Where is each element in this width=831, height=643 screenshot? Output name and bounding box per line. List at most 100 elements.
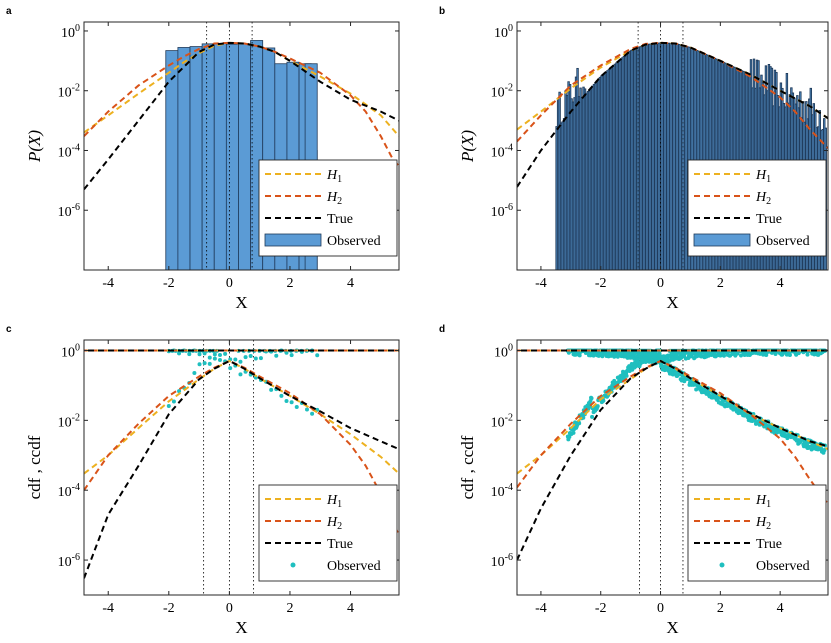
legend-label: H2 — [326, 515, 342, 532]
observed-point — [207, 361, 212, 366]
observed-point — [624, 373, 629, 378]
y-tick-label: 10-6 — [491, 552, 513, 570]
y-tick-label-exponent: -2 — [72, 83, 80, 94]
y-tick-label-exponent: -2 — [505, 83, 513, 94]
legend-box — [687, 484, 827, 582]
y-tick-label-base: 10 — [491, 86, 505, 101]
observed-point — [212, 356, 217, 361]
legend-swatch-observed — [290, 562, 296, 568]
observed-point — [643, 359, 648, 364]
y-tick-label-base: 10 — [491, 415, 505, 430]
observed-point — [667, 358, 672, 363]
y-tick-label-base: 10 — [494, 26, 508, 41]
observed-point — [304, 407, 309, 412]
x-tick-label: -2 — [163, 276, 175, 291]
observed-point — [581, 415, 586, 420]
legend-swatch-observed — [719, 562, 725, 568]
y-tick-label: 10-4 — [491, 482, 513, 500]
y-tick-label-exponent: -6 — [505, 552, 513, 563]
y-tick-label-exponent: 0 — [75, 342, 80, 353]
y-tick-label-exponent: 0 — [508, 342, 513, 353]
legend-label: H2 — [326, 190, 342, 207]
x-tick-label: 0 — [226, 601, 233, 616]
y-tick-label-base: 10 — [491, 485, 505, 500]
series-line-true — [84, 41, 399, 190]
y-tick-label-base: 10 — [58, 205, 72, 220]
y-tick-label: 10-6 — [58, 552, 80, 570]
x-tick-label: -4 — [535, 601, 547, 616]
x-tick-label: 2 — [717, 601, 724, 616]
x-axis-label: X — [235, 618, 247, 637]
observed-point — [223, 351, 228, 356]
y-axis-label: cdf , ccdf — [25, 435, 44, 499]
panel-letter: b — [439, 6, 445, 17]
y-tick-label: 100 — [61, 23, 80, 41]
y-tick-label-base: 10 — [491, 555, 505, 570]
legend-label-letter: H — [755, 190, 767, 205]
x-tick-label: 0 — [657, 276, 664, 291]
x-tick-label: -2 — [595, 601, 607, 616]
legend-swatch-observed — [693, 233, 751, 247]
observed-point — [739, 353, 744, 358]
axes-box — [83, 339, 400, 596]
y-tick-label-exponent: -6 — [72, 202, 80, 213]
legend-label: True — [327, 212, 353, 227]
x-tick-label: 4 — [347, 276, 354, 291]
x-tick-label: 0 — [657, 601, 664, 616]
x-tick-label: 4 — [777, 276, 784, 291]
y-tick-label: 100 — [494, 23, 513, 41]
series-line-true — [84, 359, 399, 579]
legend-label-letter: H — [326, 190, 338, 205]
y-tick-label: 10-6 — [58, 202, 80, 220]
legend-label: Observed — [756, 559, 810, 574]
observed-point — [577, 353, 582, 358]
x-tick-label: 2 — [286, 601, 293, 616]
observed-point — [207, 355, 212, 360]
legend-label-letter: H — [326, 168, 338, 183]
observed-point — [310, 411, 315, 416]
y-tick-label-base: 10 — [491, 205, 505, 220]
x-tick-label: 2 — [717, 276, 724, 291]
observed-point — [243, 355, 248, 360]
legend-label-subscript: 1 — [337, 499, 342, 510]
histogram-bar — [225, 43, 239, 270]
legend-box — [258, 484, 398, 582]
y-tick-label-base: 10 — [58, 555, 72, 570]
legend-label-subscript: 1 — [337, 174, 342, 185]
observed-point — [202, 361, 207, 366]
panel-a: -4 -2 0 2 410010-210-410-6XP(X)aH1H2TrueObse… — [6, 6, 400, 312]
y-axis-label: cdf , ccdf — [458, 435, 477, 499]
y-tick-label-exponent: -4 — [505, 142, 513, 153]
observed-point — [274, 353, 279, 358]
observed-point — [673, 370, 678, 375]
observed-point — [294, 404, 299, 409]
y-tick-label: 100 — [494, 342, 513, 360]
legend-label: H1 — [326, 493, 342, 510]
x-tick-label: 4 — [347, 601, 354, 616]
x-tick-label: -4 — [535, 276, 547, 291]
observed-point — [315, 353, 320, 358]
legend-label: H1 — [755, 493, 771, 510]
panel-letter: a — [6, 6, 12, 17]
observed-point — [228, 366, 233, 371]
series-line-true — [517, 359, 828, 561]
legend-label: Observed — [756, 234, 810, 249]
observed-point — [197, 352, 202, 357]
observed-point — [571, 430, 576, 435]
y-tick-label-base: 10 — [58, 485, 72, 500]
y-tick-label-base: 10 — [58, 415, 72, 430]
observed-point — [212, 352, 217, 357]
y-tick-label: 10-2 — [491, 412, 513, 430]
legend-label-subscript: 2 — [766, 196, 771, 207]
observed-point — [284, 398, 289, 403]
observed-point — [787, 352, 792, 357]
axes-box — [516, 339, 829, 596]
legend-label: H1 — [755, 168, 771, 185]
legend-label-letter: H — [326, 515, 338, 530]
observed-point — [253, 356, 258, 361]
histogram-bar — [201, 43, 215, 270]
histogram-bar — [238, 43, 251, 270]
